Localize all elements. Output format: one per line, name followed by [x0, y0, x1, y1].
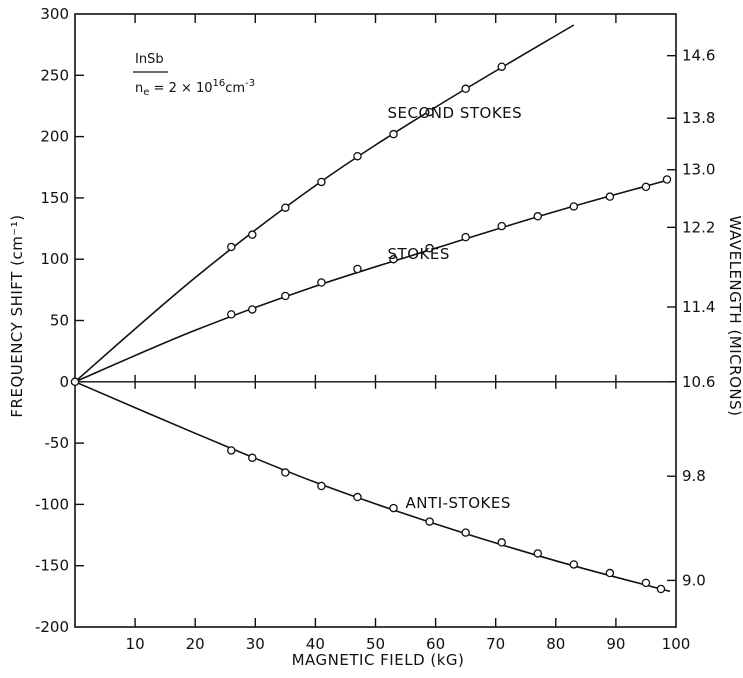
stokes-point	[425, 243, 434, 253]
origin-point	[70, 377, 80, 387]
anti-stokes-point	[353, 492, 362, 502]
anti-stokes-point	[248, 453, 257, 463]
second-stokes-point	[461, 84, 470, 94]
anti-stokes-point	[641, 578, 651, 588]
y-tick-label: 100	[40, 250, 69, 268]
annotation-exponent: 16	[213, 78, 226, 89]
x-tick-label: 30	[246, 635, 265, 653]
stokes-point	[281, 291, 290, 301]
anti-stokes-point	[317, 481, 326, 491]
x-tick-label: 60	[426, 635, 445, 653]
stokes-point	[641, 182, 651, 192]
anti-stokes-point	[605, 568, 615, 578]
stokes-point	[353, 264, 362, 274]
second-stokes-point	[425, 107, 434, 117]
anti-stokes-point	[389, 503, 398, 513]
x-axis-title: MAGNETIC FIELD (kG)	[292, 651, 465, 669]
annotation-subscript: e	[143, 87, 149, 98]
y-tick-label: 0	[59, 373, 69, 391]
x-tick-label: 20	[186, 635, 205, 653]
y2-tick-label: 9.8	[682, 467, 706, 485]
y-axis-title: FREQUENCY SHIFT (cm⁻¹)	[8, 214, 26, 417]
anti-stokes-point	[281, 468, 290, 477]
y2-tick-label: 13.8	[682, 109, 715, 127]
y-tick-label: -150	[35, 557, 69, 575]
stokes-line	[74, 178, 671, 383]
y2-tick-label: 14.6	[682, 47, 715, 65]
plot-border	[74, 13, 677, 628]
y-tick-label: -50	[45, 434, 70, 452]
second-stokes-point	[281, 203, 290, 212]
stokes-point	[533, 212, 543, 221]
anti-stokes-label: ANTI-STOKES	[406, 494, 511, 512]
stokes-point	[389, 254, 398, 264]
stokes-point	[317, 278, 326, 287]
material-annotation: InSb ne = 2 × 1016cm-3	[133, 52, 255, 98]
x-tick-label: 100	[662, 635, 691, 653]
anti-stokes-point	[656, 584, 666, 594]
y2-tick-label: 13.0	[682, 161, 715, 179]
x-tick-label: 10	[126, 635, 145, 653]
x-tick-label: 90	[606, 635, 625, 653]
y2-tick-label: 9.0	[682, 571, 706, 589]
text-labels: 10 20 30 40 50 60 70 80 90 100 300 250 200 150 100 50 0 -…	[35, 5, 715, 653]
y2-tick-label: 10.6	[682, 373, 715, 391]
anti-stokes-point	[533, 549, 543, 558]
y-tick-label: 300	[40, 5, 69, 23]
y-tick-label: 250	[40, 66, 69, 84]
anti-stokes-line	[74, 381, 671, 593]
plot-frame	[74, 13, 677, 628]
stokes-point	[248, 305, 257, 314]
anti-stokes-point	[425, 517, 434, 526]
anti-stokes-point	[461, 528, 470, 537]
anti-stokes-point	[227, 446, 236, 455]
annotation-material: InSb	[135, 52, 164, 67]
series-lines	[74, 24, 671, 593]
second-stokes-point	[248, 230, 257, 239]
stokes-point	[569, 202, 579, 211]
y2-tick-label: 12.2	[682, 218, 715, 236]
annotation-n: n	[135, 81, 143, 96]
stokes-point	[497, 221, 506, 231]
second-stokes-point	[317, 177, 326, 187]
y2-axis-title: WAVELENGTH (MICRONS)	[726, 216, 743, 417]
second-stokes-point	[497, 62, 506, 71]
second-stokes-point	[353, 151, 362, 161]
annotation-value: = 2 × 10	[149, 81, 212, 96]
second-stokes-line	[74, 24, 575, 383]
stokes-point	[227, 310, 236, 319]
y-tick-label: -100	[35, 495, 69, 513]
y-tick-label: 150	[40, 189, 69, 207]
annotation-unit: cm	[225, 81, 245, 96]
anti-stokes-point	[569, 560, 579, 569]
second-stokes-point	[389, 129, 398, 139]
y2-tick-label: 11.4	[682, 298, 715, 316]
annotation-density: ne = 2 × 1016cm-3	[135, 78, 255, 98]
stokes-point	[605, 192, 615, 201]
y-tick-label: 200	[40, 128, 69, 146]
stokes-point	[662, 175, 672, 184]
y-tick-label: 50	[50, 312, 69, 330]
x-tick-label: 80	[546, 635, 565, 653]
data-points	[70, 62, 672, 594]
x-tick-label: 70	[486, 635, 505, 653]
second-stokes-point	[227, 242, 236, 252]
stokes-point	[461, 232, 470, 242]
x-tick-label: 40	[306, 635, 325, 653]
second-stokes-label: SECOND STOKES	[388, 104, 523, 122]
x-tick-label: 50	[366, 635, 385, 653]
annotation-unit-exponent: -3	[245, 78, 255, 89]
stokes-label: STOKES	[388, 245, 450, 263]
y-tick-label: -200	[35, 618, 69, 636]
anti-stokes-point	[497, 538, 506, 547]
axis-ticks	[75, 14, 676, 627]
